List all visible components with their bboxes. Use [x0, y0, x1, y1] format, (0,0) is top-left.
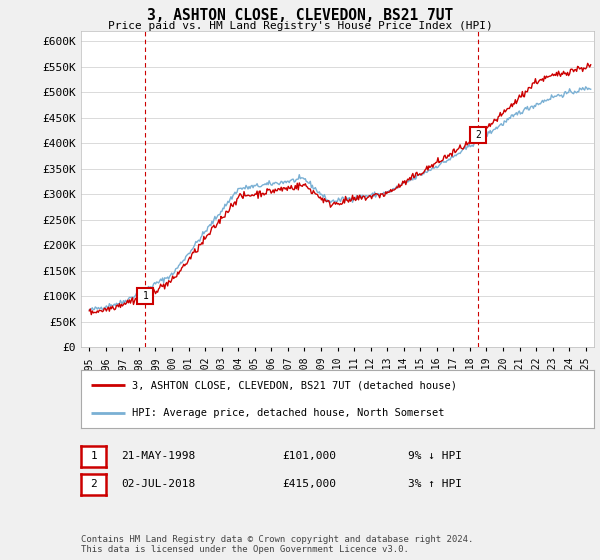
Text: 2: 2	[90, 479, 97, 489]
Text: 1: 1	[142, 291, 148, 301]
Text: 3% ↑ HPI: 3% ↑ HPI	[408, 479, 462, 489]
Text: 2: 2	[475, 130, 481, 141]
Text: 3, ASHTON CLOSE, CLEVEDON, BS21 7UT: 3, ASHTON CLOSE, CLEVEDON, BS21 7UT	[147, 8, 453, 24]
Text: 21-MAY-1998: 21-MAY-1998	[121, 451, 196, 461]
Text: £415,000: £415,000	[282, 479, 336, 489]
Text: HPI: Average price, detached house, North Somerset: HPI: Average price, detached house, Nort…	[133, 408, 445, 418]
Text: 1: 1	[90, 451, 97, 461]
Text: Contains HM Land Registry data © Crown copyright and database right 2024.
This d: Contains HM Land Registry data © Crown c…	[81, 535, 473, 554]
Text: Price paid vs. HM Land Registry's House Price Index (HPI): Price paid vs. HM Land Registry's House …	[107, 21, 493, 31]
Text: 02-JUL-2018: 02-JUL-2018	[121, 479, 196, 489]
Text: £101,000: £101,000	[282, 451, 336, 461]
Text: 3, ASHTON CLOSE, CLEVEDON, BS21 7UT (detached house): 3, ASHTON CLOSE, CLEVEDON, BS21 7UT (det…	[133, 380, 457, 390]
Text: 9% ↓ HPI: 9% ↓ HPI	[408, 451, 462, 461]
